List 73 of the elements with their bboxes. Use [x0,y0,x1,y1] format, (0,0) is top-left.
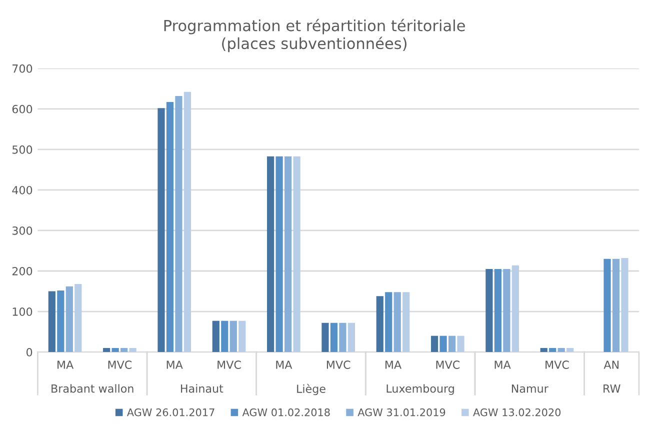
text: RW [604,384,620,393]
bar [604,258,611,352]
bar [238,320,246,352]
bar [385,292,392,352]
bar [394,292,401,352]
x-tick-label: MA [385,360,402,369]
bar [612,258,620,352]
bar [549,348,556,352]
y-tick-label: 0 [26,348,32,356]
bar [276,156,283,352]
bar [566,348,574,352]
bar [221,320,228,352]
x-tick-label: MVC [218,360,241,369]
bar [230,320,237,352]
bar [503,268,510,352]
bar [103,348,110,352]
bar [339,322,346,352]
bar [129,348,136,352]
legend-label: AGW 01.02.2018 [242,408,330,416]
bar [440,336,447,352]
y-tick-label: 500 [12,145,32,154]
y-tick-label: 300 [12,226,32,235]
x-tick-label: MVC [108,360,132,369]
legend-label: AGW 26.01.2017 [126,408,214,416]
bar [330,322,338,352]
bar [448,336,456,352]
y-tick-label: 400 [12,186,32,194]
y-tick-label: 700 [12,64,32,73]
text: Liège [297,384,326,396]
x-tick-label: MA [494,360,511,369]
bar [486,268,493,352]
x-tick-label: MA [276,360,292,369]
x-tick-label: MVC [546,360,569,369]
y-tick-label: 100 [12,307,32,316]
x-tick-label: MVC [326,360,350,369]
bar [293,156,300,352]
bar [348,322,355,352]
legend-label: AGW 13.02.2020 [473,408,561,416]
chart-title: Programmation et répartition téritoriale (places subventionnées) [164,18,465,52]
bar [322,322,329,352]
text: Luxembourg [386,384,454,395]
bar [166,102,174,352]
bar [540,348,548,352]
x-tick-label: MA [58,360,74,369]
x-tick-label: MA [166,360,183,369]
bar [74,284,82,352]
bar [457,336,464,352]
text: Hainaut [181,384,224,393]
y-tick-label: 600 [12,104,32,114]
bar [266,156,274,352]
bar [66,286,73,352]
bar [376,296,384,352]
bar [120,348,128,352]
bar [184,92,192,352]
bar [48,291,56,352]
x-tick-label: MVC [436,360,460,369]
bar [402,292,410,352]
x-tick-label: AN [604,360,618,369]
bar [212,320,220,352]
bar [175,96,182,352]
bar [112,348,119,352]
bar [284,156,292,352]
bar [494,268,502,352]
bar [57,290,64,352]
text: Namur [512,384,548,393]
bar [430,336,438,352]
y-tick-label: 200 [12,266,32,276]
legend-label: AGW 31.01.2019 [358,408,446,416]
bar [158,108,165,352]
text: Brabant wallon [52,384,134,393]
bar [512,265,519,352]
bar [558,348,565,352]
bar [621,258,628,352]
